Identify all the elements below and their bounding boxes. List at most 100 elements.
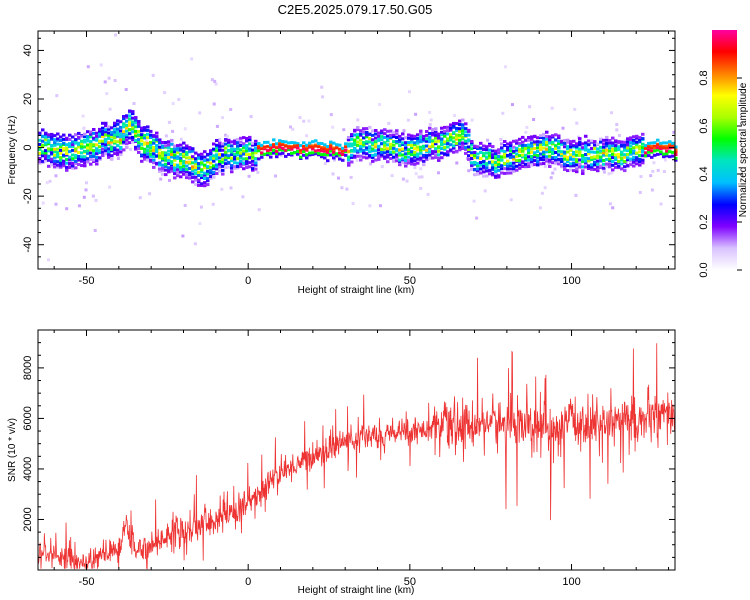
heatmap-cell <box>620 143 624 147</box>
heatmap-cell <box>170 167 174 170</box>
heatmap-cell <box>359 129 363 133</box>
heatmap-cell <box>528 105 532 109</box>
heatmap-cell <box>89 162 93 166</box>
heatmap-cell <box>56 153 60 157</box>
heatmap-cell <box>470 151 474 155</box>
heatmap-cell <box>269 146 273 149</box>
heatmap-cell <box>95 159 99 163</box>
heatmap-cell <box>149 140 153 144</box>
heatmap-cell <box>125 126 129 130</box>
heatmap-cell <box>122 122 126 126</box>
heatmap-cell <box>65 165 69 169</box>
heatmap-cell <box>479 157 483 160</box>
heatmap-cell <box>443 125 447 129</box>
heatmap-cell <box>290 153 294 157</box>
heatmap-cell <box>152 158 156 162</box>
heatmap-cell <box>547 162 551 166</box>
heatmap-cell <box>236 161 240 165</box>
heatmap-cell <box>590 167 594 171</box>
heatmap-cell <box>551 142 555 146</box>
heatmap-cell <box>233 152 237 156</box>
heatmap-cell <box>500 142 504 146</box>
heatmap-cell <box>602 151 606 155</box>
heatmap-cell <box>269 155 273 159</box>
heatmap-cell <box>572 169 576 173</box>
heatmap-cell <box>515 152 519 156</box>
heatmap-cell <box>545 147 549 151</box>
heatmap-cell <box>542 139 546 143</box>
heatmap-cell <box>47 164 51 168</box>
heatmap-cell <box>581 160 585 164</box>
heatmap-cell <box>410 140 414 144</box>
heatmap-cell <box>119 150 123 154</box>
heatmap-cell <box>629 152 633 156</box>
heatmap-cell <box>611 136 615 140</box>
heatmap-cell <box>548 138 552 142</box>
heatmap-cell <box>539 140 543 144</box>
heatmap-cell <box>152 146 156 149</box>
heatmap-cell <box>108 107 112 111</box>
heatmap-cell <box>183 127 187 131</box>
heatmap-cell <box>650 155 654 159</box>
heatmap-cell <box>134 116 138 120</box>
heatmap-cell <box>605 157 609 161</box>
heatmap-cell <box>536 146 540 150</box>
heatmap-cell <box>365 156 369 160</box>
heatmap-cell <box>461 132 465 136</box>
heatmap-cell <box>602 138 606 142</box>
heatmap-cell <box>611 147 615 151</box>
heatmap-cell <box>50 160 54 164</box>
heatmap-cell <box>215 163 219 167</box>
heatmap-cell <box>110 157 114 161</box>
heatmap-cell <box>163 91 167 95</box>
heatmap-cell <box>530 135 534 139</box>
heatmap-cell <box>332 150 336 154</box>
heatmap-cell <box>281 151 285 155</box>
heatmap-cell <box>545 155 549 159</box>
heatmap-cell <box>353 141 357 144</box>
heatmap-cell <box>569 168 573 172</box>
heatmap-cell <box>44 149 48 153</box>
heatmap-cell <box>113 79 117 82</box>
heatmap-cell <box>84 188 88 192</box>
heatmap-cell <box>146 128 150 132</box>
y-tick-label: 4000 <box>22 457 34 481</box>
heatmap-cell <box>572 144 576 148</box>
heatmap-cell <box>161 151 165 155</box>
heatmap-cell <box>671 141 675 145</box>
heatmap-cell <box>359 142 363 145</box>
heatmap-cell <box>638 136 642 140</box>
heatmap-cell <box>284 154 288 158</box>
heatmap-cell <box>434 155 438 159</box>
heatmap-cell <box>149 158 153 162</box>
heatmap-cell <box>530 137 534 141</box>
heatmap-cell <box>428 138 432 142</box>
heatmap-cell <box>521 160 525 164</box>
heatmap-cell <box>83 158 87 162</box>
heatmap-cell <box>245 149 249 153</box>
heatmap-cell <box>452 121 456 125</box>
heatmap-cell <box>185 160 189 164</box>
heatmap-cell <box>434 140 438 144</box>
heatmap-cell <box>215 167 219 171</box>
heatmap-cell <box>233 142 237 145</box>
heatmap-cell <box>581 169 585 173</box>
heatmap-cell <box>449 133 453 137</box>
heatmap-cell <box>620 150 624 154</box>
heatmap-cell <box>212 102 216 106</box>
heatmap-cell <box>602 142 606 146</box>
heatmap-cell <box>298 116 302 120</box>
heatmap-cell <box>518 158 522 162</box>
heatmap-cell <box>317 141 321 145</box>
heatmap-cell <box>110 140 114 144</box>
heatmap-cell <box>542 162 546 165</box>
heatmap-cell <box>164 134 168 138</box>
heatmap-cell <box>218 165 222 169</box>
heatmap-cell <box>131 125 135 129</box>
heatmap-cell <box>527 158 531 162</box>
heatmap-cell <box>651 169 655 173</box>
heatmap-cell <box>527 162 531 166</box>
heatmap-cell <box>437 136 441 140</box>
heatmap-cell <box>149 143 153 147</box>
heatmap-cell <box>323 147 327 151</box>
